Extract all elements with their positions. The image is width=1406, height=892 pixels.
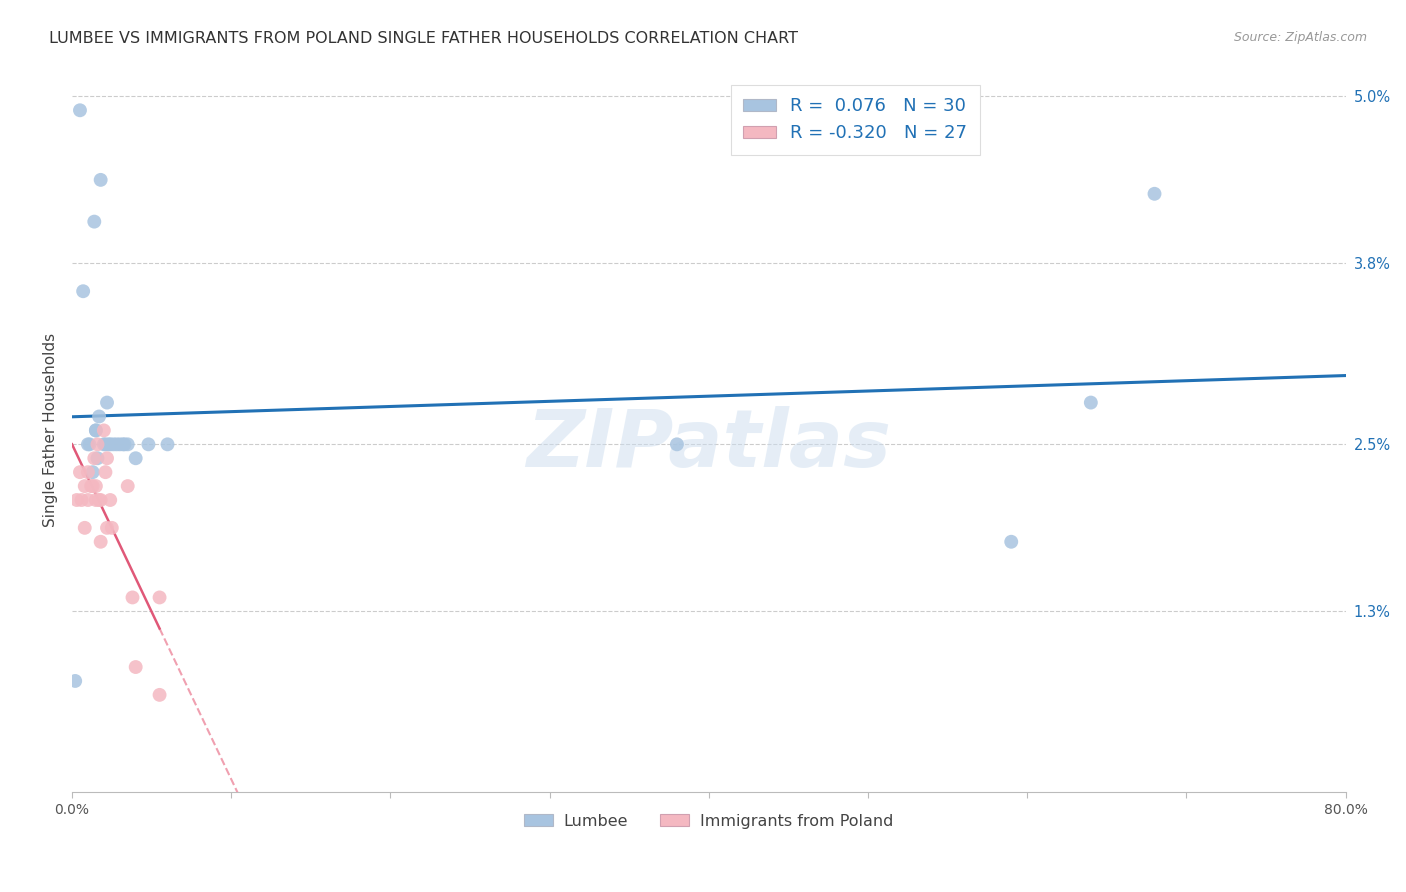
Point <box>70 493 93 508</box>
Y-axis label: Single Father Households: Single Father Households <box>44 334 58 527</box>
Point <box>84 424 107 438</box>
Point <box>108 437 131 451</box>
Point <box>77 465 100 479</box>
Point <box>73 479 96 493</box>
Point <box>79 437 101 451</box>
Point <box>665 437 688 451</box>
Point <box>77 493 100 508</box>
Point <box>117 479 139 493</box>
Point <box>84 493 107 508</box>
Point <box>1143 186 1166 201</box>
Point <box>73 521 96 535</box>
Text: Source: ZipAtlas.com: Source: ZipAtlas.com <box>1233 31 1367 45</box>
Point <box>86 437 108 451</box>
Point <box>97 437 120 451</box>
Point <box>93 424 115 438</box>
Point <box>96 451 118 466</box>
Point <box>94 465 117 479</box>
Point <box>121 591 143 605</box>
Point <box>111 437 134 451</box>
Point <box>96 521 118 535</box>
Text: LUMBEE VS IMMIGRANTS FROM POLAND SINGLE FATHER HOUSEHOLDS CORRELATION CHART: LUMBEE VS IMMIGRANTS FROM POLAND SINGLE … <box>49 31 799 46</box>
Point <box>114 437 136 451</box>
Point <box>94 437 117 451</box>
Point <box>125 451 148 466</box>
Point <box>86 451 108 466</box>
Point <box>117 437 139 451</box>
Point <box>105 437 128 451</box>
Point <box>82 479 104 493</box>
Point <box>125 660 148 674</box>
Point <box>69 465 91 479</box>
Point <box>82 465 104 479</box>
Point <box>1000 534 1022 549</box>
Point <box>156 437 179 451</box>
Point <box>138 437 160 451</box>
Point <box>77 437 100 451</box>
Point <box>63 673 86 688</box>
Point <box>98 493 121 508</box>
Point <box>93 437 115 451</box>
Point <box>66 493 89 508</box>
Point <box>69 103 91 118</box>
Point <box>103 437 125 451</box>
Point <box>96 395 118 409</box>
Point <box>98 437 121 451</box>
Point <box>148 591 170 605</box>
Point <box>84 424 107 438</box>
Point <box>148 688 170 702</box>
Point <box>90 173 112 187</box>
Legend: Lumbee, Immigrants from Poland: Lumbee, Immigrants from Poland <box>517 807 900 835</box>
Point <box>83 214 105 228</box>
Point <box>72 284 94 298</box>
Point <box>87 493 110 508</box>
Point <box>84 479 107 493</box>
Point <box>87 409 110 424</box>
Point <box>90 534 112 549</box>
Point <box>90 493 112 508</box>
Point <box>83 451 105 466</box>
Point <box>101 521 124 535</box>
Point <box>1080 395 1102 409</box>
Point <box>80 479 103 493</box>
Text: ZIPatlas: ZIPatlas <box>526 406 891 483</box>
